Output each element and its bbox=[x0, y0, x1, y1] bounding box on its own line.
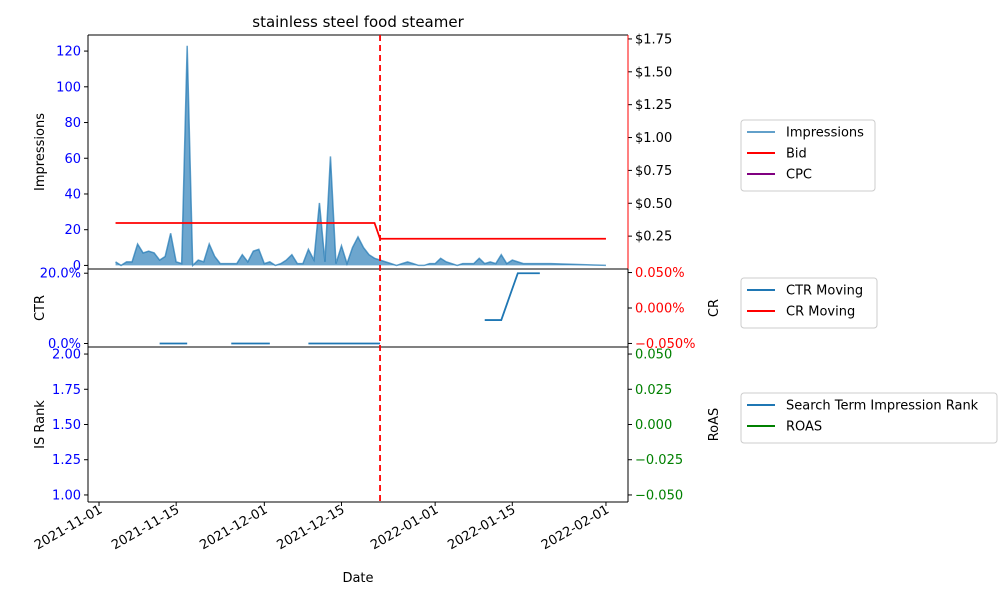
y-left-tick-label: 1.50 bbox=[52, 418, 81, 433]
y-left-tick-label: 2.00 bbox=[52, 348, 81, 363]
y-right-tick-label: 0.000% bbox=[635, 302, 685, 317]
y-right-tick-label: 0.050% bbox=[635, 266, 685, 281]
legend-label: Search Term Impression Rank bbox=[786, 399, 979, 414]
y-right-tick-label: $0.25 bbox=[635, 230, 672, 245]
y-right-tick-label: $0.50 bbox=[635, 197, 672, 212]
y-right-tick-label: $1.00 bbox=[635, 131, 672, 146]
x-axis-label: Date bbox=[342, 571, 373, 586]
ctr-moving-segment bbox=[484, 272, 540, 321]
y-left-tick-label: 40 bbox=[64, 187, 81, 202]
chart-title: stainless steel food steamer bbox=[252, 13, 464, 31]
x-tick-label: 2021-11-01 bbox=[32, 502, 105, 553]
y-right-axis-label: RoAS bbox=[707, 408, 722, 442]
x-tick-label: 2022-02-01 bbox=[539, 502, 612, 553]
y-left-tick-label: 100 bbox=[56, 80, 81, 95]
y-left-axis-label: Impressions bbox=[33, 113, 48, 191]
y-left-tick-label: 0.0% bbox=[48, 337, 81, 352]
y-left-tick-label: 1.25 bbox=[52, 453, 81, 468]
y-left-tick-label: 120 bbox=[56, 45, 81, 60]
y-right-axis-label: CR bbox=[707, 299, 722, 317]
legend-box bbox=[740, 392, 998, 444]
legend-label: Impressions bbox=[786, 126, 864, 141]
y-left-tick-label: 80 bbox=[64, 116, 81, 131]
x-tick-label: 2021-12-15 bbox=[275, 502, 348, 553]
legend-label: CR Moving bbox=[786, 305, 855, 320]
x-tick-label: 2021-12-01 bbox=[197, 502, 270, 553]
y-right-tick-label: $1.75 bbox=[635, 32, 672, 47]
y-right-tick-label: $1.25 bbox=[635, 98, 672, 113]
impressions-line bbox=[115, 45, 606, 268]
y-right-tick-label: −0.050 bbox=[635, 488, 683, 503]
x-tick-label: 2022-01-15 bbox=[445, 502, 518, 553]
y-right-tick-label: −0.025 bbox=[635, 453, 683, 468]
y-left-axis-label: IS Rank bbox=[33, 400, 48, 449]
y-left-axis-label: CTR bbox=[33, 295, 48, 321]
y-left-tick-label: 20.0% bbox=[40, 267, 81, 282]
y-right-tick-label: −0.050% bbox=[635, 337, 695, 352]
y-right-tick-label: 0.025 bbox=[635, 383, 672, 398]
impressions-area bbox=[115, 45, 606, 266]
y-left-tick-label: 0 bbox=[73, 259, 81, 274]
y-right-tick-label: 0.050 bbox=[635, 348, 672, 363]
bid-line bbox=[115, 222, 606, 240]
y-right-tick-label: 0.000 bbox=[635, 418, 672, 433]
y-left-tick-label: 60 bbox=[64, 152, 81, 167]
y-left-tick-label: 20 bbox=[64, 223, 81, 238]
x-tick-label: 2021-11-15 bbox=[109, 502, 182, 553]
legend-label: CTR Moving bbox=[786, 284, 863, 299]
legend-label: CPC bbox=[786, 168, 812, 183]
y-right-tick-label: $1.50 bbox=[635, 65, 672, 80]
chart-layer: 0 20 40 60 80 100 120 $0.25 $0.50 $0.75 $1.00 $1.25… bbox=[32, 32, 998, 553]
x-tick-label: 2022-01-01 bbox=[368, 502, 441, 553]
y-right-tick-label: $0.75 bbox=[635, 164, 672, 179]
legend-label: Bid bbox=[786, 147, 807, 162]
legend-label: ROAS bbox=[786, 420, 822, 435]
y-left-tick-label: 1.00 bbox=[52, 488, 81, 503]
y-left-tick-label: 1.75 bbox=[52, 383, 81, 398]
